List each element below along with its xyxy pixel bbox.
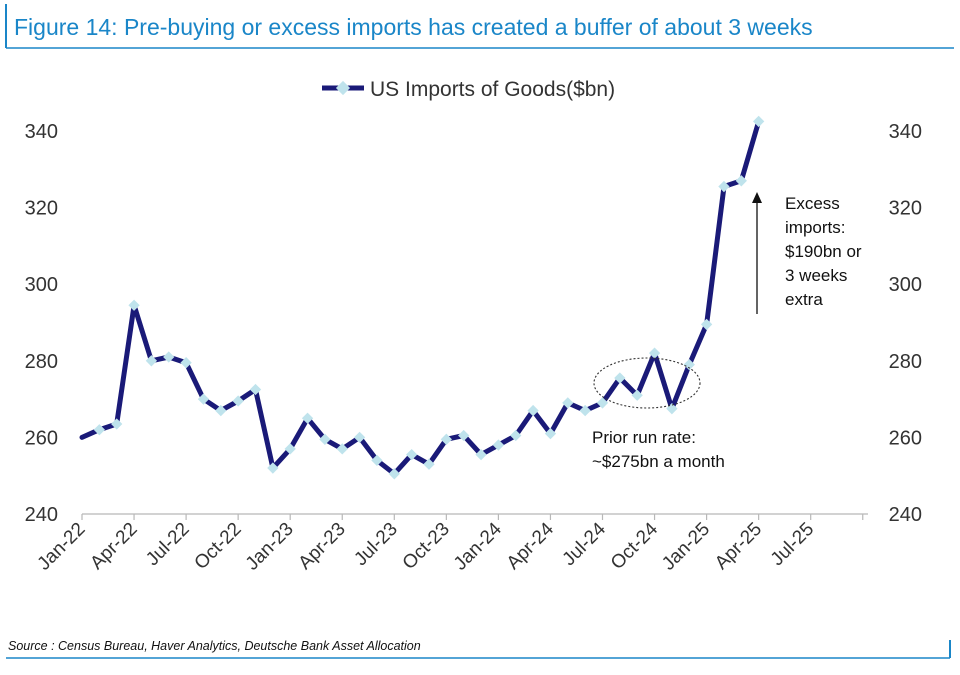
data-point (267, 462, 279, 474)
x-tick-label: Jan-22 (34, 519, 90, 575)
data-point (648, 347, 661, 359)
run-rate-annotation-line: ~$275bn a month (592, 452, 725, 471)
x-tick-label: Apr-25 (711, 519, 766, 574)
data-point (475, 448, 487, 461)
data-point (631, 389, 643, 401)
series-line (79, 118, 762, 477)
data-point (458, 429, 470, 442)
y-tick-label-left: 260 (25, 427, 58, 449)
source-note: Source : Census Bureau, Haver Analytics,… (8, 639, 421, 653)
run-rate-ellipse (593, 357, 701, 409)
y-tick-label-right: 300 (889, 274, 922, 296)
data-point (510, 429, 522, 442)
data-point (683, 358, 695, 371)
x-tick-label: Jan-24 (450, 518, 506, 574)
excess-imports-annotation-line: Excess (785, 194, 840, 213)
x-tick-label: Oct-24 (607, 518, 662, 573)
y-tick-label-left: 240 (25, 504, 58, 526)
data-point (111, 418, 123, 430)
excess-arrow-head (752, 192, 762, 203)
x-tick-label: Oct-22 (191, 519, 246, 574)
excess-imports-annotation-line: $190bn or (785, 242, 862, 261)
legend-label: US Imports of Goods($bn) (370, 78, 615, 101)
data-point (492, 439, 505, 451)
data-point (405, 448, 418, 461)
y-tick-label-right: 280 (889, 351, 922, 373)
x-tick-label: Oct-23 (399, 519, 454, 574)
excess-imports-annotation-line: imports: (785, 218, 845, 237)
data-point (614, 372, 626, 384)
data-point (197, 393, 210, 405)
data-point (371, 454, 383, 467)
data-point (284, 443, 296, 455)
y-tick-label-right: 340 (889, 121, 922, 143)
data-point (735, 175, 747, 187)
data-point (249, 383, 262, 396)
data-point (562, 397, 574, 409)
run-rate-annotation-line: Prior run rate: (592, 428, 696, 447)
data-point (423, 458, 435, 470)
data-point (579, 404, 591, 417)
excess-imports-annotation-line: extra (785, 290, 823, 309)
x-tick-label: Apr-24 (503, 518, 558, 573)
data-point (215, 404, 227, 417)
x-tick-label: Jul-25 (767, 519, 818, 570)
data-point (232, 395, 244, 407)
data-point (388, 468, 400, 480)
data-point (718, 180, 730, 193)
y-tick-label-right: 240 (889, 504, 922, 526)
data-point (163, 351, 175, 363)
x-tick-label: Jan-25 (658, 519, 714, 575)
data-point (128, 299, 140, 311)
data-point (527, 404, 539, 417)
data-point (700, 318, 713, 331)
excess-imports-annotation-line: 3 weeks (785, 266, 847, 285)
x-tick-label: Jul-22 (142, 519, 193, 570)
y-tick-label-left: 280 (25, 351, 58, 373)
data-point (180, 357, 192, 369)
data-point (145, 355, 158, 367)
data-point (319, 433, 331, 445)
y-tick-label-left: 340 (25, 121, 58, 143)
data-point (596, 397, 609, 409)
data-point (353, 431, 366, 444)
y-tick-label-left: 300 (25, 274, 58, 296)
data-point (301, 412, 314, 424)
data-point (544, 427, 557, 440)
data-point (752, 115, 765, 128)
x-tick-label: Jul-23 (350, 519, 401, 570)
x-tick-label: Apr-23 (295, 519, 350, 574)
x-tick-label: Jul-24 (559, 518, 611, 570)
figure-title: Figure 14: Pre-buying or excess imports … (14, 14, 813, 40)
x-tick-label: Jan-23 (242, 519, 298, 575)
x-tick-label: Apr-22 (86, 519, 141, 574)
y-tick-label-right: 260 (889, 427, 922, 449)
y-tick-label-right: 320 (889, 198, 922, 220)
legend-marker (335, 80, 351, 96)
data-point (440, 433, 453, 445)
data-point (336, 443, 348, 455)
y-tick-label-left: 320 (25, 198, 58, 220)
